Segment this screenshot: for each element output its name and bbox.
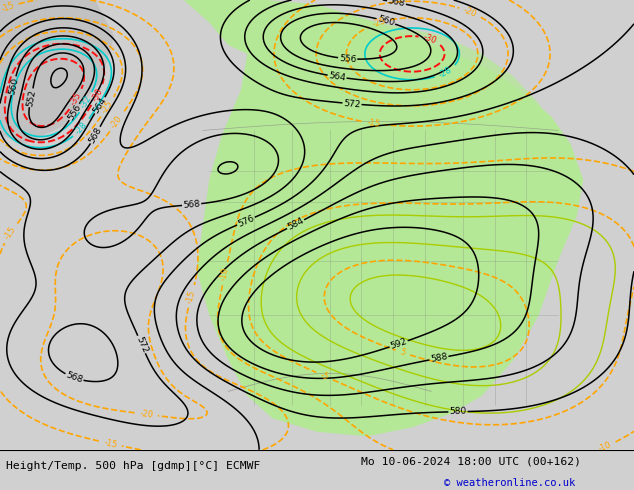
Text: -15: -15 xyxy=(366,118,380,129)
Text: 568: 568 xyxy=(183,199,200,210)
Text: -20: -20 xyxy=(139,409,153,419)
Text: 568: 568 xyxy=(65,370,84,385)
Text: 556: 556 xyxy=(339,53,356,64)
Text: 564: 564 xyxy=(328,71,346,82)
Polygon shape xyxy=(0,0,114,144)
Text: -15: -15 xyxy=(103,438,118,449)
Text: 584: 584 xyxy=(286,216,305,232)
Text: 576: 576 xyxy=(236,214,256,229)
Text: Mo 10-06-2024 18:00 UTC (00+162): Mo 10-06-2024 18:00 UTC (00+162) xyxy=(361,456,581,466)
Text: -20: -20 xyxy=(109,114,124,130)
Text: 592: 592 xyxy=(389,337,408,351)
Text: -10: -10 xyxy=(219,266,231,281)
Text: -28: -28 xyxy=(437,65,454,79)
Text: -15: -15 xyxy=(3,225,18,241)
Text: -28: -28 xyxy=(74,120,89,136)
Text: 556: 556 xyxy=(66,102,82,122)
Text: 5: 5 xyxy=(399,347,407,358)
Text: -32: -32 xyxy=(79,94,93,110)
Text: 560: 560 xyxy=(7,76,20,95)
Text: -15: -15 xyxy=(0,1,15,14)
Text: -25: -25 xyxy=(372,16,387,29)
Polygon shape xyxy=(355,18,558,162)
Text: 588: 588 xyxy=(430,352,448,364)
Text: -35: -35 xyxy=(68,91,83,107)
Text: 560: 560 xyxy=(377,15,396,28)
Text: -30: -30 xyxy=(90,87,105,103)
Text: Height/Temp. 500 hPa [gdmp][°C] ECMWF: Height/Temp. 500 hPa [gdmp][°C] ECMWF xyxy=(6,461,261,471)
Text: 572: 572 xyxy=(343,98,361,109)
Text: 568: 568 xyxy=(387,0,406,8)
Text: 568: 568 xyxy=(87,125,103,145)
Text: -25: -25 xyxy=(100,98,115,115)
Text: -30: -30 xyxy=(422,32,438,46)
Text: 564: 564 xyxy=(91,96,108,115)
Text: -10: -10 xyxy=(597,440,613,454)
Text: © weatheronline.co.uk: © weatheronline.co.uk xyxy=(444,478,575,488)
Text: -5: -5 xyxy=(319,370,330,382)
Text: -15: -15 xyxy=(185,289,197,304)
Text: 572: 572 xyxy=(134,335,149,354)
Text: 580: 580 xyxy=(450,407,467,416)
Polygon shape xyxy=(184,0,583,436)
Text: -20: -20 xyxy=(462,5,478,19)
Text: 552: 552 xyxy=(25,89,37,107)
